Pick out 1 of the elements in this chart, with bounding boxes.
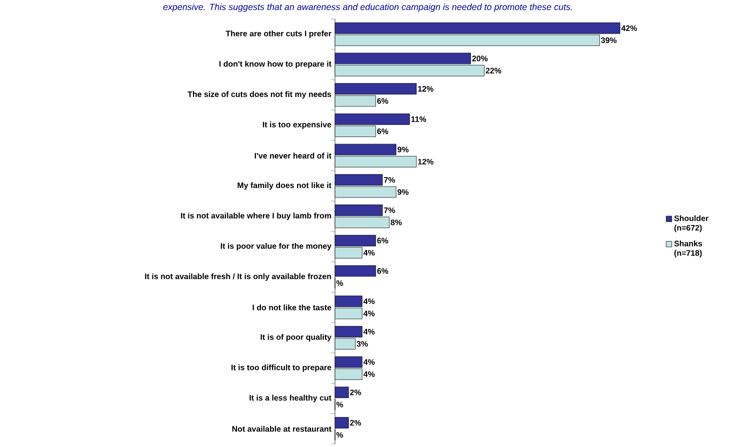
chart-subtitle: expensive. This suggests that an awareness and education campaign is needed to promote these cuts. xyxy=(163,3,572,12)
